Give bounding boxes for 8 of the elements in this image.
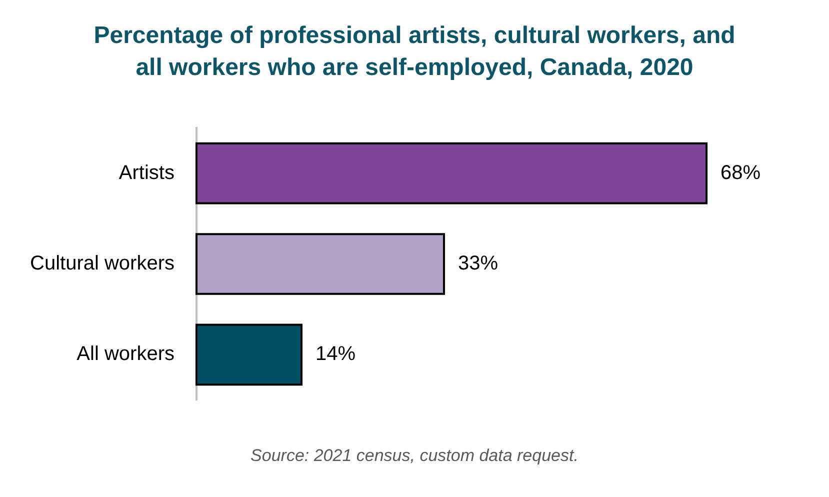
y-tick-label: Cultural workers	[30, 252, 174, 275]
data-label: 68%	[720, 162, 761, 184]
chart-title: Percentage of professional artists, cultural workers, and all workers who are self-employed, Canada, 2020	[92, 21, 736, 83]
data-label: 33%	[458, 252, 498, 275]
y-tick-label: All workers	[76, 343, 174, 366]
data-label: 14%	[315, 343, 356, 366]
source-note: Source: 2021 census, custom data request.	[250, 446, 580, 466]
y-tick-label: Artists	[118, 162, 174, 184]
